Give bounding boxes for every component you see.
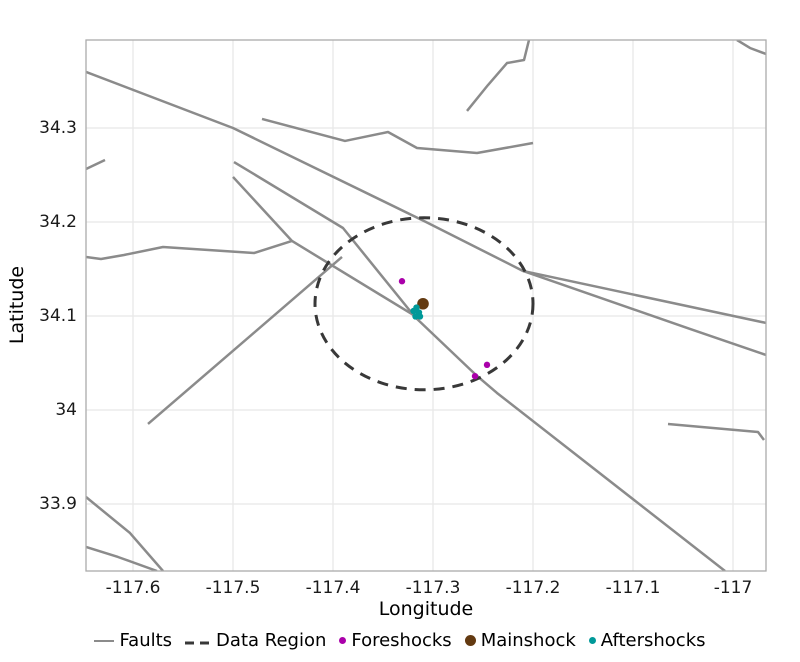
y-tick-label: 34.2 xyxy=(39,211,77,232)
fault-line xyxy=(233,160,726,571)
fault-line xyxy=(86,158,106,171)
aftershocks-point xyxy=(410,307,417,315)
legend-dot-swatch xyxy=(339,637,347,644)
legend-item-mainshock: Mainshock xyxy=(464,630,576,651)
fault-line xyxy=(86,496,164,571)
x-tick-label: -117.4 xyxy=(305,578,361,598)
x-tick-label: -117.1 xyxy=(605,578,661,598)
foreshocks-point xyxy=(398,278,406,285)
legend-label: Mainshock xyxy=(480,630,576,651)
y-tick-label: 34.3 xyxy=(39,117,77,138)
y-tick-label: 33.9 xyxy=(39,493,77,514)
fault-line xyxy=(147,256,343,425)
x-tick-label: -117.3 xyxy=(405,578,461,598)
legend-label: Data Region xyxy=(216,630,327,651)
faults-layer xyxy=(86,40,766,571)
legend-line-swatch xyxy=(185,630,212,651)
legend-item-faults: Faults xyxy=(94,630,172,651)
fault-line xyxy=(86,545,158,571)
fault-line xyxy=(86,70,766,325)
legend-label: Faults xyxy=(119,630,173,651)
foreshocks-point xyxy=(483,361,491,369)
y-axis-title: Latitude xyxy=(6,265,28,345)
legend: Faults Data Region Foreshocks Mainshock Afte… xyxy=(0,630,800,651)
fault-line xyxy=(522,269,766,357)
legend-item-foreshocks: Foreshocks xyxy=(339,630,452,651)
legend-dot-swatch xyxy=(588,637,596,644)
fault-line xyxy=(667,422,765,441)
aftershocks-point xyxy=(416,313,424,320)
x-tick-label: -117.2 xyxy=(505,578,561,598)
fault-line xyxy=(86,239,293,261)
panel-border xyxy=(85,39,767,572)
x-tick-label: -117.5 xyxy=(205,578,261,598)
legend-item-data-region: Data Region xyxy=(185,630,326,651)
data-region-ellipse xyxy=(313,216,535,392)
fault-line xyxy=(261,117,534,155)
legend-item-aftershocks: Aftershocks xyxy=(588,630,706,651)
foreshocks-point xyxy=(471,372,479,380)
aftershocks-point xyxy=(412,313,419,320)
fault-line xyxy=(466,40,531,112)
y-tick-label: 34.1 xyxy=(39,305,77,326)
legend-line-swatch xyxy=(94,639,115,642)
y-tick-label: 34 xyxy=(55,399,77,420)
mainshock-point xyxy=(417,297,429,310)
legend-label: Aftershocks xyxy=(600,630,706,651)
x-tick-label: -117 xyxy=(713,578,753,598)
x-axis-title: Longitude xyxy=(378,598,474,620)
legend-label: Foreshocks xyxy=(351,630,452,651)
legend-dot-swatch xyxy=(464,635,476,646)
fault-line xyxy=(736,40,766,56)
x-tick-label: -117.6 xyxy=(105,578,161,598)
